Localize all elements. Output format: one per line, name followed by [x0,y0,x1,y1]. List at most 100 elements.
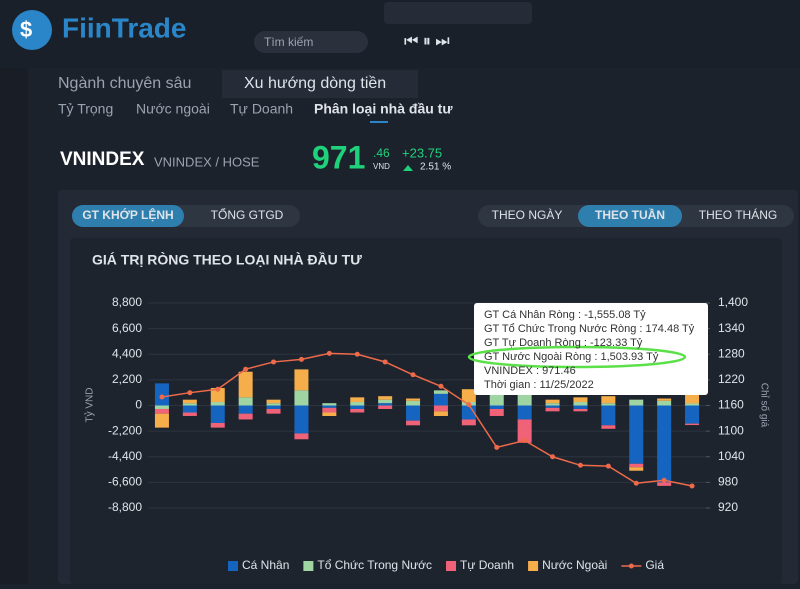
bar [433,411,448,416]
sidebar [0,68,28,584]
bar [489,405,504,409]
subtab[interactable]: Tự Doanh [230,101,293,117]
legend-label: Tự Doanh [460,558,514,572]
y2-tick-label: 1100 [718,423,744,437]
index-decimals: .46 [373,146,390,160]
y2-tick-label: 1280 [718,346,745,360]
chart-panel [70,238,782,584]
bar [657,405,672,483]
index-exchange: VNINDEX / HOSE [154,154,260,169]
period[interactable]: THEO NGÀY [492,207,563,222]
logo-icon [12,10,52,50]
price-point [577,462,583,468]
subtab[interactable]: Phân loại nhà đầu tư [314,101,453,117]
y2-tick-label: 1340 [718,321,745,335]
bar [685,423,700,426]
tab[interactable]: Xu hướng dòng tiền [244,75,386,92]
price-point [466,402,472,408]
y-tick-label: 0 [135,398,142,412]
bar [517,405,532,420]
period[interactable]: THEO THÁNG [699,207,777,222]
y2-tick-label: 1220 [718,372,745,386]
y2-tick-label: 920 [718,500,738,514]
bar [350,402,365,406]
price-point [271,359,277,365]
legend-swatch [528,561,539,571]
legend-swatch [228,561,238,571]
bar [266,403,281,406]
price-line [161,352,693,487]
bar [294,405,309,434]
bar [433,390,448,394]
bar [629,405,644,464]
tooltip-line: Thời gian : 11/25/2022 [484,379,594,391]
bar [210,405,225,423]
price-point [215,386,221,392]
toggle-active [72,205,184,227]
bar [294,390,309,406]
y-tick-label: -2,200 [108,423,142,437]
price-point [298,356,304,362]
bar [545,399,560,404]
price-point [243,366,249,372]
legend-swatch [446,561,457,571]
media-controls[interactable]: ⏮ ⏸ ⏭ [404,33,450,50]
bar [601,403,616,406]
bar [182,405,197,413]
bar [350,397,365,403]
bar [350,405,365,409]
subtab[interactable]: Tỷ Trọng [58,101,113,117]
search: Tìm kiếm [264,35,313,49]
bar [573,405,588,409]
bar [238,405,253,414]
search-box[interactable] [254,31,368,53]
bar [266,399,281,404]
bar [154,408,169,414]
tab[interactable]: Ngành chuyên sâu [58,75,191,92]
bar [266,408,281,414]
y-tick-label: 2,200 [112,372,142,386]
bar [210,422,225,428]
bar [629,467,644,471]
bar [154,383,169,406]
chart-title: GIÁ TRỊ RÒNG THEO LOẠI NHÀ ĐẦU TƯ [92,251,362,268]
period[interactable]: THEO TUẦN [595,207,665,222]
highlight [467,345,687,369]
bar [322,403,337,406]
bar [406,420,421,426]
logo-s: $ [20,17,32,42]
price-point [187,390,193,396]
index-unit: VND [373,162,390,171]
bar [182,399,197,404]
price-point [633,480,639,486]
price-point [326,350,332,356]
y-axis-title: Tỷ VND [84,388,96,423]
price-point [494,444,500,450]
y2-axis-title: Chỉ số giá [758,383,770,428]
bar [601,405,616,426]
bar [238,371,253,398]
price-point [689,483,695,489]
tooltip-line: GT Tự Doanh Ròng : -123.33 Tỷ [484,337,643,349]
y-tick-label: -8,800 [108,500,142,514]
y-tick-label: -6,600 [108,475,142,489]
legend-swatch [303,561,314,571]
legend-dot [628,563,634,569]
bar [378,403,393,406]
toggle[interactable]: TỔNG GTGD [211,207,284,222]
bar [406,405,421,421]
price-point [410,372,416,378]
index-change: +23.75 [402,145,442,160]
bar [657,398,672,401]
active-tab [222,70,418,98]
y-tick-label: 4,400 [112,346,142,360]
bar [266,405,281,409]
toggle[interactable]: GT KHỚP LỆNH [82,207,173,222]
legend-label: Cá Nhân [242,558,289,572]
bar [685,403,700,406]
toolbar [384,2,532,24]
legend-label: Giá [645,558,664,572]
subtab[interactable]: Nước ngoài [136,101,210,117]
period-active [578,205,682,227]
